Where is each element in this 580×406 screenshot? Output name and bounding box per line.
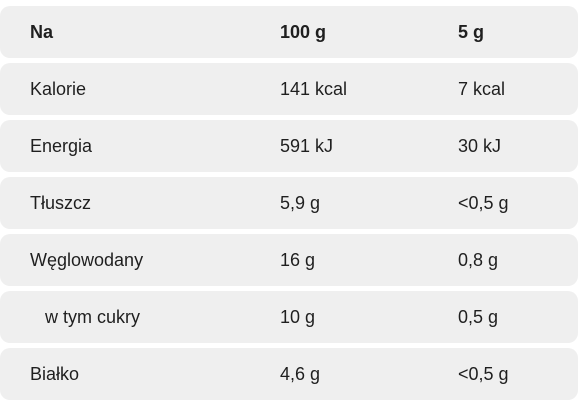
header-cell-100g: 100 g [280,21,327,42]
table-row-kalorie: Kalorie 141 kcal 7 kcal [0,63,578,115]
value-per-5g: <0,5 g [458,363,509,384]
nutrient-name: Energia [30,135,93,156]
table-row-tluszcz: Tłuszcz 5,9 g <0,5 g [0,177,578,229]
value-per-100g: 16 g [280,249,316,270]
value-per-100g: 4,6 g [280,363,321,384]
table-row-energia: Energia 591 kJ 30 kJ [0,120,578,172]
table-row-weglowodany: Węglowodany 16 g 0,8 g [0,234,578,286]
nutrient-name: Węglowodany [30,249,144,270]
value-per-5g: 0,5 g [458,306,499,327]
nutrient-name: w tym cukry [45,306,141,327]
value-per-5g: 0,8 g [458,249,499,270]
value-per-100g: 591 kJ [280,135,334,156]
header-cell-na: Na [30,21,54,42]
table-header-row: Na 100 g 5 g [0,6,578,58]
value-per-5g: <0,5 g [458,192,509,213]
nutrition-table: Na 100 g 5 g Kalorie 141 kcal 7 kcal Ene… [0,6,578,405]
value-per-100g: 141 kcal [280,78,348,99]
value-per-5g: 30 kJ [458,135,502,156]
value-per-100g: 10 g [280,306,316,327]
nutrient-name: Tłuszcz [30,192,92,213]
header-cell-5g: 5 g [458,21,485,42]
table-row-w-tym-cukry: w tym cukry 10 g 0,5 g [0,291,578,343]
table-row-bialko: Białko 4,6 g <0,5 g [0,348,578,400]
nutrient-name: Kalorie [30,78,87,99]
value-per-100g: 5,9 g [280,192,321,213]
nutrient-name: Białko [30,363,80,384]
value-per-5g: 7 kcal [458,78,506,99]
